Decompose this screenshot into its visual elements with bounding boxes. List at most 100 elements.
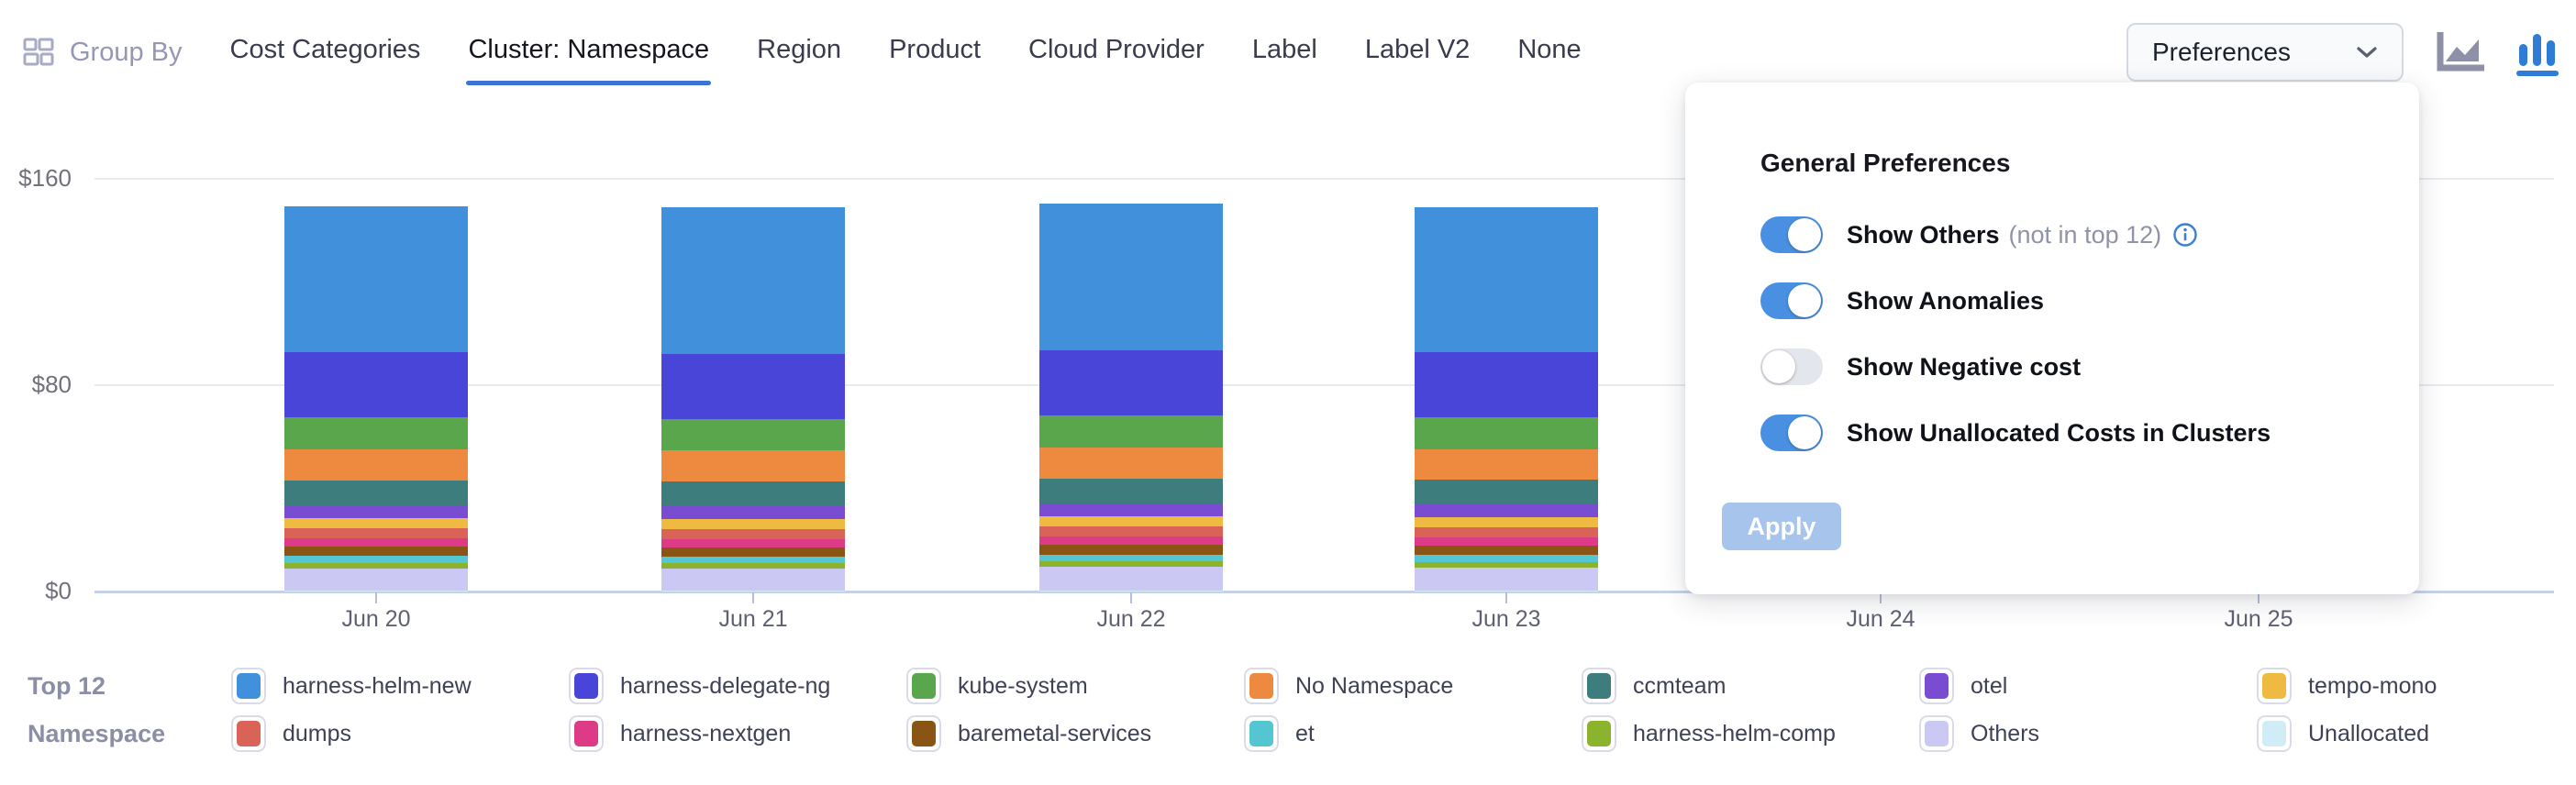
bar-segment-harness-helm-new[interactable] [1415, 206, 1598, 353]
bar-segment-unallocated[interactable] [1039, 590, 1223, 592]
toggle-show-anomalies[interactable] [1760, 282, 1823, 319]
bar-segment-harness-delegate-ng[interactable] [1039, 349, 1223, 416]
bar-segment-no-namespace[interactable] [661, 450, 845, 481]
bar-segment-kube-system[interactable] [1415, 416, 1598, 449]
bar-segment-others[interactable] [661, 569, 845, 591]
tab-label[interactable]: Label [1251, 34, 1317, 64]
tab-region[interactable]: Region [757, 34, 842, 64]
bar-segment-unallocated[interactable] [1415, 590, 1598, 592]
bar-segment-unallocated[interactable] [661, 590, 845, 592]
bar-segment-harness-delegate-ng[interactable] [661, 354, 845, 419]
tab-cluster-namespace[interactable]: Cluster: Namespace [466, 20, 711, 85]
bar-segment-otel[interactable] [1415, 504, 1598, 518]
toggle-suffix-show-others: (not in top 12) [2008, 220, 2162, 249]
legend-item-baremetal-services[interactable]: baremetal-services [906, 715, 1244, 752]
bar-segment-others[interactable] [1415, 567, 1598, 591]
bar-segment-ccmteam[interactable] [1039, 479, 1223, 504]
tab-cost-categories[interactable]: Cost Categories [229, 34, 421, 64]
legend-title-line2: Namespace [28, 720, 166, 747]
tab-product[interactable]: Product [889, 34, 982, 64]
bar-segment-et[interactable] [284, 555, 468, 563]
bar-segment-kube-system[interactable] [661, 418, 845, 451]
legend-item-harness-helm-new[interactable]: harness-helm-new [231, 668, 569, 704]
bar-segment-harness-nextgen[interactable] [1415, 537, 1598, 547]
bar-segment-unallocated[interactable] [284, 590, 468, 592]
bar-jun-20[interactable] [284, 206, 468, 592]
bar-chart-toggle[interactable] [2514, 28, 2561, 76]
bar-segment-others[interactable] [284, 568, 468, 591]
preferences-dropdown[interactable]: Preferences [2126, 23, 2404, 82]
legend-item-et[interactable]: et [1244, 715, 1582, 752]
legend-item-harness-nextgen[interactable]: harness-nextgen [569, 715, 906, 752]
bar-segment-et[interactable] [661, 556, 845, 564]
legend-item-no-namespace[interactable]: No Namespace [1244, 668, 1582, 704]
area-chart-toggle[interactable] [2435, 30, 2486, 74]
legend-label-et: et [1295, 720, 1315, 746]
legend-swatch-et [1244, 715, 1279, 752]
legend-item-otel[interactable]: otel [1919, 668, 2257, 704]
legend-item-kube-system[interactable]: kube-system [906, 668, 1244, 704]
bar-segment-baremetal-services[interactable] [661, 547, 845, 557]
bar-segment-otel[interactable] [661, 505, 845, 519]
y-axis-label-0: $0 [45, 577, 72, 604]
bar-segment-others[interactable] [1039, 567, 1223, 591]
bar-segment-dumps[interactable] [1039, 526, 1223, 537]
bar-segment-harness-nextgen[interactable] [284, 537, 468, 547]
bar-jun-23[interactable] [1415, 206, 1598, 592]
bar-segment-et[interactable] [1415, 555, 1598, 562]
bar-segment-harness-helm-new[interactable] [284, 206, 468, 352]
bar-segment-baremetal-services[interactable] [284, 546, 468, 556]
bar-segment-kube-system[interactable] [1039, 415, 1223, 448]
bar-segment-ccmteam[interactable] [1415, 480, 1598, 505]
bar-segment-no-namespace[interactable] [1415, 448, 1598, 481]
legend-item-dumps[interactable]: dumps [231, 715, 569, 752]
bar-segment-harness-helm-comp[interactable] [1039, 561, 1223, 568]
bar-segment-harness-delegate-ng[interactable] [284, 351, 468, 417]
bar-segment-harness-nextgen[interactable] [661, 538, 845, 547]
bar-segment-tempo-mono[interactable] [661, 518, 845, 529]
bar-segment-baremetal-services[interactable] [1415, 546, 1598, 556]
bar-segment-dumps[interactable] [661, 528, 845, 539]
legend-swatch-fill [912, 721, 936, 746]
bar-segment-tempo-mono[interactable] [1415, 517, 1598, 528]
bar-segment-harness-helm-comp[interactable] [1415, 561, 1598, 568]
bar-segment-et[interactable] [1039, 554, 1223, 562]
legend-swatch-fill [912, 673, 936, 699]
legend-item-others[interactable]: Others [1919, 715, 2257, 752]
apply-button[interactable]: Apply [1722, 503, 1841, 550]
bar-segment-harness-nextgen[interactable] [1039, 536, 1223, 546]
bar-segment-dumps[interactable] [284, 527, 468, 538]
bar-segment-otel[interactable] [284, 504, 468, 518]
toggle-show-others[interactable] [1760, 216, 1823, 253]
legend-item-unallocated[interactable]: Unallocated [2257, 715, 2576, 752]
legend-item-ccmteam[interactable]: ccmteam [1582, 668, 1919, 704]
bar-segment-no-namespace[interactable] [1039, 448, 1223, 480]
bar-jun-22[interactable] [1039, 203, 1223, 592]
legend-item-tempo-mono[interactable]: tempo-mono [2257, 668, 2576, 704]
bar-segment-no-namespace[interactable] [284, 448, 468, 481]
bar-segment-harness-helm-new[interactable] [661, 207, 845, 355]
bar-segment-kube-system[interactable] [284, 416, 468, 449]
x-axis-label-jun-20: Jun 20 [341, 606, 411, 632]
tab-cloud-provider[interactable]: Cloud Provider [1028, 34, 1205, 64]
toggle-show-negative-cost[interactable] [1760, 348, 1823, 385]
bar-segment-tempo-mono[interactable] [284, 517, 468, 528]
bar-segment-harness-helm-comp[interactable] [284, 562, 468, 569]
bar-segment-dumps[interactable] [1415, 527, 1598, 538]
bar-segment-otel[interactable] [1039, 503, 1223, 517]
bar-segment-tempo-mono[interactable] [1039, 516, 1223, 527]
info-icon[interactable] [2172, 222, 2198, 248]
legend-item-harness-helm-comp[interactable]: harness-helm-comp [1582, 715, 1919, 752]
bar-segment-harness-helm-comp[interactable] [661, 563, 845, 569]
tab-none[interactable]: None [1517, 34, 1582, 64]
bar-segment-harness-helm-new[interactable] [1039, 203, 1223, 350]
tab-label-v2[interactable]: Label V2 [1364, 34, 1471, 64]
bar-segment-baremetal-services[interactable] [1039, 545, 1223, 555]
legend-item-harness-delegate-ng[interactable]: harness-delegate-ng [569, 668, 906, 704]
bar-segment-harness-delegate-ng[interactable] [1415, 352, 1598, 417]
legend-label-harness-helm-new: harness-helm-new [283, 672, 472, 699]
bar-jun-21[interactable] [661, 207, 845, 592]
bar-segment-ccmteam[interactable] [661, 481, 845, 506]
bar-segment-ccmteam[interactable] [284, 480, 468, 505]
toggle-show-unallocated-costs-in-clusters[interactable] [1760, 415, 1823, 451]
